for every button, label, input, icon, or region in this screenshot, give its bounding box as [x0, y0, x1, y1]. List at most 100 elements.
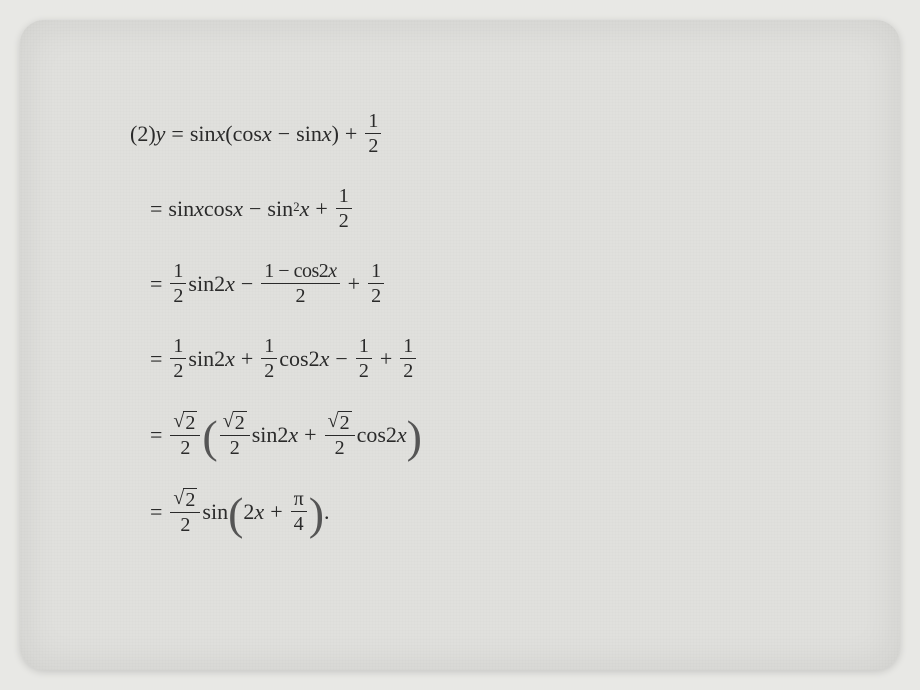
denominator: 2: [292, 284, 308, 307]
var-x: x: [262, 123, 272, 145]
var-y: y: [156, 123, 166, 145]
equation-line-5: = √ 2 2 ( √ 2 2: [144, 410, 820, 459]
denominator: 2: [177, 436, 193, 459]
num-2: 2: [309, 348, 320, 370]
expr-text: 1 − cos2: [264, 260, 328, 282]
numerator: √ 2: [170, 487, 200, 513]
fn-sin: sin: [267, 198, 293, 220]
numerator: 1: [336, 185, 352, 209]
denominator: 2: [368, 284, 384, 307]
denominator: 2: [261, 359, 277, 382]
numerator: √ 2: [220, 410, 250, 436]
radicand: 2: [338, 411, 352, 434]
var-x: x: [254, 501, 264, 523]
numerator: √ 2: [325, 410, 355, 436]
fn-cos: cos: [204, 198, 233, 220]
fn-cos: cos: [233, 123, 262, 145]
var-x: x: [322, 123, 332, 145]
plus: +: [345, 123, 357, 145]
fn-cos: cos: [279, 348, 308, 370]
var-x: x: [216, 123, 226, 145]
fn-sin: sin: [188, 348, 214, 370]
var-x: x: [328, 260, 336, 282]
radicand: 2: [233, 411, 247, 434]
minus: −: [335, 348, 347, 370]
equation-line-6: = √ 2 2 sin ( 2 x + π 4 ) .: [144, 487, 820, 536]
label: (2): [130, 123, 156, 145]
numerator: π: [291, 488, 307, 512]
frac-half: 1 2: [261, 335, 277, 382]
num-2: 2: [214, 273, 225, 295]
equation-line-3: = 1 2 sin 2 x − 1 − cos2x 2 + 1 2: [144, 260, 820, 307]
frac-root2-over-2: √ 2 2: [170, 410, 200, 459]
radicand: 2: [183, 488, 197, 511]
period: .: [324, 501, 330, 523]
denominator: 2: [170, 359, 186, 382]
plus: +: [270, 501, 282, 523]
equals: =: [150, 198, 162, 220]
var-x: x: [225, 273, 235, 295]
radicand: 2: [183, 411, 197, 434]
sqrt: √ 2: [328, 411, 352, 434]
minus: −: [249, 198, 261, 220]
exponent-2: 2: [293, 200, 300, 213]
math-block: (2) y = sin x ( cos x − sin x ) + 1 2 = …: [120, 110, 820, 536]
plus: +: [315, 198, 327, 220]
frac-expr: 1 − cos2x 2: [261, 260, 339, 307]
plus: +: [348, 273, 360, 295]
equals: =: [150, 348, 162, 370]
numerator: 1: [368, 260, 384, 284]
num-2: 2: [243, 501, 254, 523]
denominator: 2: [356, 359, 372, 382]
big-rparen: ): [309, 493, 324, 534]
numerator: 1: [400, 335, 416, 359]
denominator: 2: [177, 513, 193, 536]
var-x: x: [288, 424, 298, 446]
big-lparen: (: [202, 416, 217, 457]
frac-root2-over-2: √ 2 2: [170, 487, 200, 536]
equation-line-1: (2) y = sin x ( cos x − sin x ) + 1 2: [130, 110, 820, 157]
frac-pi-over-4: π 4: [291, 488, 307, 535]
big-rparen: ): [407, 416, 422, 457]
plus: +: [304, 424, 316, 446]
frac-half: 1 2: [365, 110, 381, 157]
minus: −: [241, 273, 253, 295]
frac-half: 1 2: [368, 260, 384, 307]
denominator: 2: [400, 359, 416, 382]
numerator: 1: [170, 260, 186, 284]
minus: −: [278, 123, 290, 145]
frac-half: 1 2: [400, 335, 416, 382]
numerator: 1: [365, 110, 381, 134]
denominator: 2: [332, 436, 348, 459]
fn-sin: sin: [168, 198, 194, 220]
slide-card: (2) y = sin x ( cos x − sin x ) + 1 2 = …: [20, 20, 900, 670]
num-2: 2: [386, 424, 397, 446]
fn-sin: sin: [296, 123, 322, 145]
var-x: x: [225, 348, 235, 370]
frac-half: 1 2: [170, 335, 186, 382]
sqrt: √ 2: [173, 411, 197, 434]
num-2: 2: [277, 424, 288, 446]
numerator: 1: [261, 335, 277, 359]
numerator: √ 2: [170, 410, 200, 436]
fn-sin: sin: [202, 501, 228, 523]
numerator: 1 − cos2x: [261, 260, 339, 284]
var-x: x: [233, 198, 243, 220]
numerator: 1: [356, 335, 372, 359]
frac-root2-over-2: √ 2 2: [220, 410, 250, 459]
fn-sin: sin: [188, 273, 214, 295]
equals: =: [171, 123, 183, 145]
plus: +: [380, 348, 392, 370]
num-2: 2: [214, 348, 225, 370]
equation-line-4: = 1 2 sin 2 x + 1 2 cos 2 x − 1 2 + 1: [144, 335, 820, 382]
frac-half: 1 2: [336, 185, 352, 232]
fn-sin: sin: [190, 123, 216, 145]
denominator: 2: [365, 134, 381, 157]
equals: =: [150, 501, 162, 523]
big-lparen: (: [228, 493, 243, 534]
frac-root2-over-2: √ 2 2: [325, 410, 355, 459]
var-x: x: [300, 198, 310, 220]
plus: +: [241, 348, 253, 370]
lparen: (: [225, 123, 232, 145]
denominator: 2: [336, 209, 352, 232]
